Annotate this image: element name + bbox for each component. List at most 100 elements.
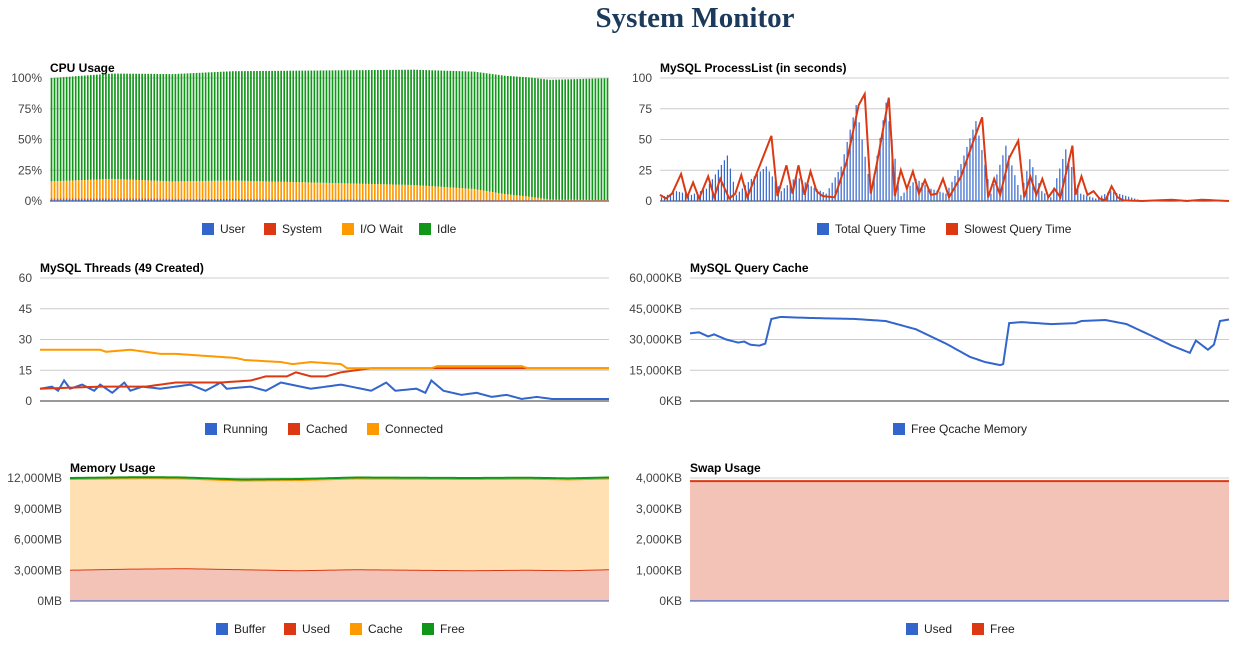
bar-i-o-wait [355, 183, 358, 200]
legend-swatch [367, 423, 379, 435]
bar-i-o-wait [117, 179, 119, 199]
bar-idle [132, 73, 134, 180]
bar-idle [225, 71, 228, 181]
bar-total-query-time [681, 192, 684, 201]
legend-label: Connected [385, 422, 443, 436]
bar-idle [165, 74, 168, 182]
legend-swatch [422, 623, 434, 635]
bar-idle [62, 77, 65, 181]
bar-user [401, 200, 403, 201]
bar-idle [458, 71, 461, 189]
bar-user [434, 200, 437, 201]
bar-user [340, 199, 343, 201]
bar-total-query-time [795, 176, 797, 201]
bar-i-o-wait [228, 180, 231, 199]
bar-idle [141, 73, 143, 181]
bar-i-o-wait [488, 191, 491, 201]
bar-idle [168, 74, 171, 182]
bar-i-o-wait [522, 195, 524, 201]
bar-i-o-wait [434, 186, 437, 200]
y-tick-label: 6,000MB [14, 533, 62, 547]
bar-user [322, 199, 325, 201]
bar-idle [174, 73, 177, 182]
bar-idle [86, 75, 89, 180]
bar-idle [310, 70, 313, 183]
bar-user [86, 199, 89, 201]
bar-system [189, 198, 192, 200]
bar-i-o-wait [253, 181, 255, 200]
bar-i-o-wait [265, 181, 267, 200]
bar-i-o-wait [431, 186, 434, 200]
bar-idle [464, 71, 467, 189]
bar-total-query-time [1080, 193, 1082, 201]
bar-system [192, 198, 195, 200]
bar-user [207, 199, 210, 201]
bar-idle [537, 78, 539, 198]
bar-user [431, 200, 434, 201]
bar-user [343, 199, 346, 201]
bar-i-o-wait [573, 199, 576, 201]
bar-user [277, 199, 279, 201]
bar-i-o-wait [428, 186, 431, 200]
bar-i-o-wait [349, 183, 352, 200]
bar-user [238, 199, 240, 201]
bar-idle [506, 75, 509, 195]
bar-system [65, 198, 68, 200]
bar-user [458, 200, 461, 201]
chart-title: Swap Usage [690, 461, 761, 475]
area-free [690, 481, 1229, 601]
bar-idle [446, 70, 449, 188]
bar-user [247, 199, 249, 201]
bar-idle [467, 71, 470, 189]
bar-idle [283, 70, 286, 182]
bar-idle [525, 77, 527, 197]
legend-label: Buffer [234, 622, 266, 636]
bar-idle [322, 70, 325, 183]
bar-total-query-time [867, 173, 869, 201]
legend-label: Running [223, 422, 268, 436]
bar-idle [120, 73, 122, 180]
bar-i-o-wait [531, 197, 533, 201]
bar-system [59, 198, 62, 200]
bar-total-query-time [738, 191, 740, 201]
bar-i-o-wait [183, 181, 186, 199]
legend-swatch [202, 223, 214, 235]
bar-user [370, 200, 373, 201]
bar-user [395, 200, 397, 201]
bar-i-o-wait [543, 198, 545, 201]
bar-user [183, 199, 186, 201]
bar-system [180, 198, 183, 200]
bar-user [464, 200, 467, 201]
bar-user [159, 199, 162, 201]
bar-total-query-time [1035, 175, 1037, 201]
bar-total-query-time [708, 183, 711, 201]
bar-idle [534, 78, 536, 198]
bar-i-o-wait [398, 184, 400, 200]
bar-i-o-wait [189, 181, 192, 199]
bar-user [213, 199, 216, 201]
bar-user [147, 199, 150, 201]
bar-system [183, 198, 186, 200]
bar-system [286, 199, 289, 200]
bar-i-o-wait [59, 180, 62, 199]
bar-system [298, 199, 301, 200]
bar-i-o-wait [234, 180, 237, 200]
bar-user [425, 200, 428, 201]
bar-i-o-wait [247, 180, 249, 200]
bar-idle [68, 76, 71, 181]
y-tick-label: 45,000KB [629, 302, 682, 316]
bar-total-query-time [747, 182, 749, 201]
bar-user [186, 199, 189, 201]
y-tick-label: 9,000MB [14, 502, 62, 516]
bar-user [404, 200, 406, 201]
bar-idle [576, 79, 579, 200]
bar-total-query-time [885, 102, 887, 201]
bar-user [189, 199, 192, 201]
bar-i-o-wait [213, 180, 216, 199]
bar-system [102, 198, 104, 200]
bar-idle [99, 74, 101, 180]
bar-system [162, 198, 165, 200]
bar-idle [479, 72, 482, 191]
bar-total-query-time [891, 139, 893, 201]
bar-system [307, 199, 310, 200]
